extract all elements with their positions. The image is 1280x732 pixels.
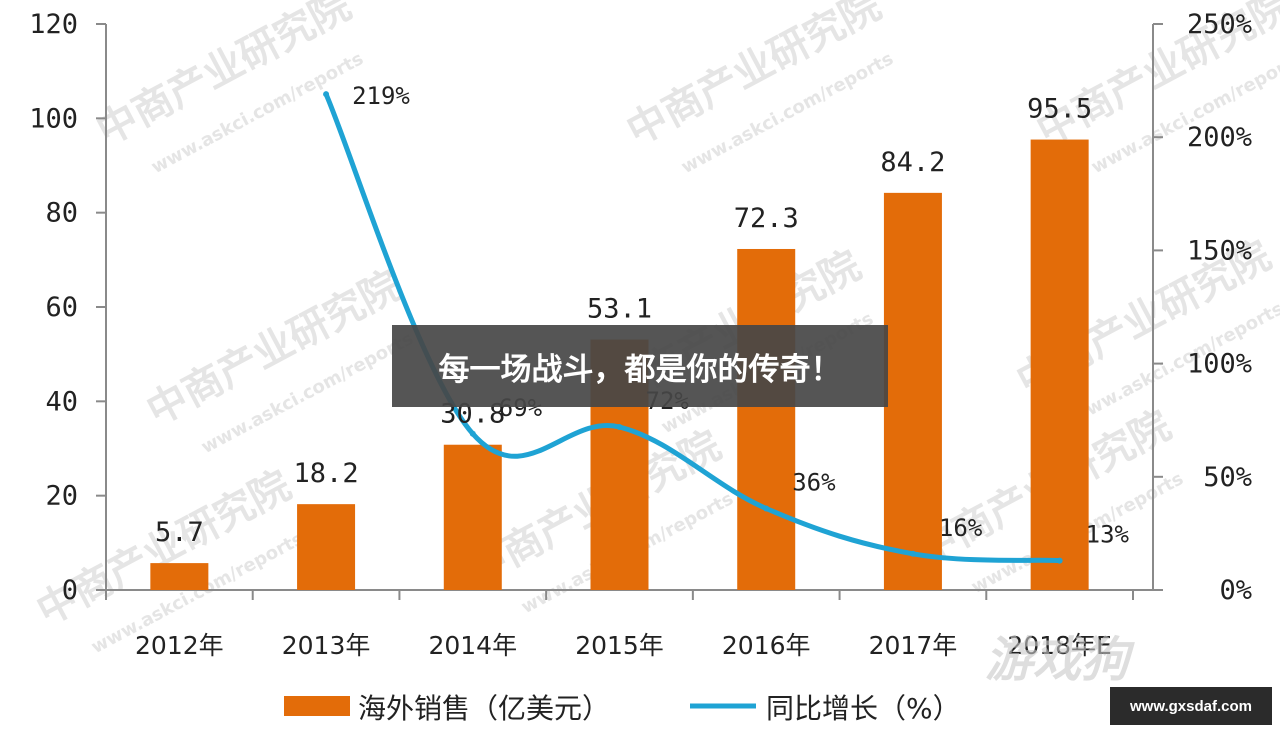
- x-tick-label: 2012年: [135, 631, 224, 660]
- x-tick-label: 2016年: [722, 631, 811, 660]
- y-left-tick-label: 80: [45, 198, 78, 229]
- x-tick-label: 2015年: [575, 631, 664, 660]
- growth-value-label: 13%: [1086, 521, 1130, 549]
- corner-watermark: 游戏狗: [985, 632, 1130, 688]
- bar-value-label: 5.7: [155, 517, 204, 548]
- overlay-banner: 每一场战斗，都是你的传奇！: [392, 325, 888, 407]
- legend: 海外销售（亿美元） 同比增长（%）: [284, 692, 961, 725]
- y-right-tick-label: 0%: [1219, 575, 1252, 606]
- y-right-tick-label: 250%: [1187, 9, 1252, 40]
- bar-value-label: 53.1: [587, 294, 652, 325]
- bar: [737, 248, 796, 591]
- axes: 0 20 40 60 80 100 120 0% 50% 100% 150% 200% 250% 2012…: [29, 9, 1252, 660]
- growth-point: [323, 91, 330, 98]
- x-tick-label: 2017年: [869, 631, 958, 660]
- bar-value-label: 84.2: [880, 147, 945, 178]
- legend-bar-label: 海外销售（亿美元）: [358, 692, 610, 725]
- bar: [883, 192, 942, 590]
- x-tick-label: 2014年: [428, 631, 517, 660]
- bar-value-label: 95.5: [1027, 94, 1092, 125]
- y-left-tick-label: 40: [45, 386, 78, 417]
- data-labels: 5.718.230.853.172.384.295.5219%69%72%36%…: [155, 82, 1130, 548]
- growth-value-label: 16%: [939, 514, 983, 542]
- growth-point: [469, 430, 476, 437]
- bar-value-label: 18.2: [294, 458, 359, 489]
- bar-value-label: 72.3: [734, 203, 799, 234]
- x-tick-label: 2013年: [282, 631, 371, 660]
- y-left-tick-label: 100: [29, 103, 78, 134]
- growth-point: [616, 423, 623, 430]
- y-right-tick-label: 100%: [1187, 349, 1252, 380]
- y-left-tick-label: 0: [62, 575, 78, 606]
- growth-point: [909, 550, 916, 557]
- y-left-tick-label: 20: [45, 481, 78, 512]
- y-right-tick-label: 50%: [1203, 462, 1252, 493]
- x-tick-label: 2018年E: [1007, 631, 1111, 660]
- y-left-tick-label: 60: [45, 292, 78, 323]
- y-left-tick-label: 120: [29, 9, 78, 40]
- site-badge[interactable]: www.gxsdaf.com: [1110, 687, 1272, 725]
- growth-point: [763, 505, 770, 512]
- bar: [1030, 139, 1089, 590]
- legend-bar-swatch: [284, 696, 350, 716]
- growth-value-label: 219%: [352, 82, 410, 110]
- legend-line-label: 同比增长（%）: [766, 692, 961, 725]
- y-right-tick-label: 200%: [1187, 122, 1252, 153]
- bar: [297, 504, 356, 590]
- bar: [443, 444, 502, 590]
- growth-value-label: 36%: [792, 468, 836, 496]
- bar: [150, 563, 209, 590]
- growth-point: [1056, 557, 1063, 564]
- y-right-tick-label: 150%: [1187, 235, 1252, 266]
